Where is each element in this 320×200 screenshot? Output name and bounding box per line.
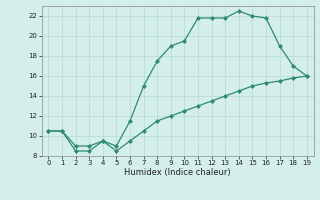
X-axis label: Humidex (Indice chaleur): Humidex (Indice chaleur) — [124, 168, 231, 177]
